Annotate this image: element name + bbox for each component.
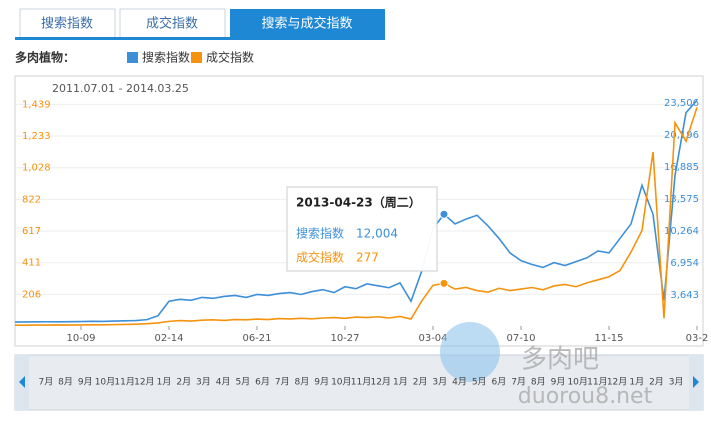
navigator-label: 2月 bbox=[413, 377, 428, 388]
navigator-label: 9月 bbox=[78, 377, 93, 388]
legend-label: 成交指数 bbox=[206, 50, 254, 65]
navigator[interactable] bbox=[14, 354, 704, 411]
y2-tick-label: 10,264 bbox=[664, 226, 699, 237]
navigator-label: 4月 bbox=[452, 377, 467, 388]
legend-label: 搜索指数 bbox=[142, 50, 190, 65]
hover-marker bbox=[439, 209, 449, 219]
navigator-label: 11月 bbox=[351, 377, 371, 388]
x-tick-label: 10-27 bbox=[330, 333, 359, 344]
tooltip-name: 搜索指数 bbox=[296, 226, 344, 241]
navigator-label: 7月 bbox=[511, 377, 526, 388]
y-tick-label: 206 bbox=[22, 289, 41, 300]
series-line bbox=[15, 107, 698, 327]
legend-swatch bbox=[127, 52, 138, 63]
tooltip-title: 2013-04-23（周二） bbox=[296, 195, 421, 210]
y2-tick-label: 23,506 bbox=[664, 98, 699, 109]
tab-label[interactable]: 搜索与成交指数 bbox=[261, 16, 352, 32]
navigator-label: 8月 bbox=[531, 377, 546, 388]
navigator-label: 5月 bbox=[472, 377, 487, 388]
navigator-label: 11月 bbox=[587, 377, 607, 388]
navigator-label: 9月 bbox=[314, 377, 329, 388]
plot: 206 411 617 822 1,028 1,233 1,439 3,643 6,954 10,… bbox=[14, 98, 709, 344]
navigator-label: 1月 bbox=[629, 377, 644, 388]
tooltip bbox=[286, 186, 438, 272]
hover-marker bbox=[439, 278, 449, 288]
x-tick-label: 10-09 bbox=[66, 333, 95, 344]
navigator-label: 8月 bbox=[58, 377, 73, 388]
nav-right-arrow[interactable] bbox=[693, 376, 699, 388]
date-range: 2011.07.01 - 2014.03.25 bbox=[52, 82, 189, 95]
nav-left-arrow[interactable] bbox=[19, 376, 25, 388]
y-tick-label: 1,233 bbox=[22, 131, 51, 142]
x-tick-label: 11-15 bbox=[594, 333, 623, 344]
x-tick-label: 03-04 bbox=[418, 333, 447, 344]
navigator-label: 10月 bbox=[567, 377, 587, 388]
navigator-label: 8月 bbox=[295, 377, 310, 388]
watermark-url: duorou8.net bbox=[518, 384, 653, 409]
legend-swatch bbox=[191, 52, 202, 63]
tab[interactable] bbox=[19, 8, 116, 39]
tooltip-name: 成交指数 bbox=[296, 250, 344, 265]
y2-tick-label: 13,575 bbox=[664, 194, 699, 205]
navigator-label: 2月 bbox=[176, 377, 191, 388]
navigator-label: 3月 bbox=[196, 377, 211, 388]
y-tick-label: 822 bbox=[22, 194, 41, 205]
navigator-label: 1月 bbox=[393, 377, 408, 388]
navigator-label: 6月 bbox=[492, 377, 507, 388]
tab-label[interactable]: 成交指数 bbox=[146, 16, 198, 32]
y2-tick-label: 16,885 bbox=[664, 162, 699, 173]
navigator-label: 11月 bbox=[114, 377, 134, 388]
tab[interactable] bbox=[119, 8, 226, 39]
x-tick-label: 02-14 bbox=[154, 333, 183, 344]
navigator-label: 4月 bbox=[216, 377, 231, 388]
series-line bbox=[14, 99, 698, 323]
y-tick-label: 617 bbox=[22, 226, 41, 237]
navigator-label: 10月 bbox=[95, 377, 115, 388]
y-tick-label: 1,028 bbox=[22, 163, 51, 174]
navigator-label: 3月 bbox=[669, 377, 684, 388]
legend-title: 多肉植物： bbox=[15, 50, 75, 65]
navigator-label: 5月 bbox=[235, 377, 250, 388]
navigator-label: 2月 bbox=[649, 377, 664, 388]
x-tick-label: 07-10 bbox=[506, 333, 535, 344]
x-tick-label: 03-2 bbox=[686, 333, 709, 344]
watermark-logo bbox=[440, 322, 500, 382]
tab-label[interactable]: 搜索指数 bbox=[41, 17, 93, 32]
watermark-name: 多肉吧 bbox=[521, 345, 599, 375]
navigator-label: 10月 bbox=[331, 377, 351, 388]
navigator-label: 12月 bbox=[370, 377, 390, 388]
navigator-label: 6月 bbox=[255, 377, 270, 388]
navigator-label: 9月 bbox=[551, 377, 566, 388]
x-tick-label: 06-21 bbox=[242, 333, 271, 344]
y-tick-label: 411 bbox=[22, 258, 41, 269]
navigator-label: 1月 bbox=[157, 377, 172, 388]
y2-tick-label: 3,643 bbox=[670, 290, 699, 301]
tab-active[interactable] bbox=[230, 9, 385, 38]
navigator-label: 3月 bbox=[432, 377, 447, 388]
tooltip-value: 277 bbox=[356, 251, 379, 265]
y2-tick-label: 6,954 bbox=[670, 258, 699, 269]
navigator-label: 7月 bbox=[38, 377, 53, 388]
navigator-label: 12月 bbox=[134, 377, 154, 388]
navigator-label: 7月 bbox=[275, 377, 290, 388]
y-tick-label: 1,439 bbox=[22, 99, 51, 110]
tooltip-value: 12,004 bbox=[356, 227, 398, 241]
navigator-label: 12月 bbox=[607, 377, 627, 388]
